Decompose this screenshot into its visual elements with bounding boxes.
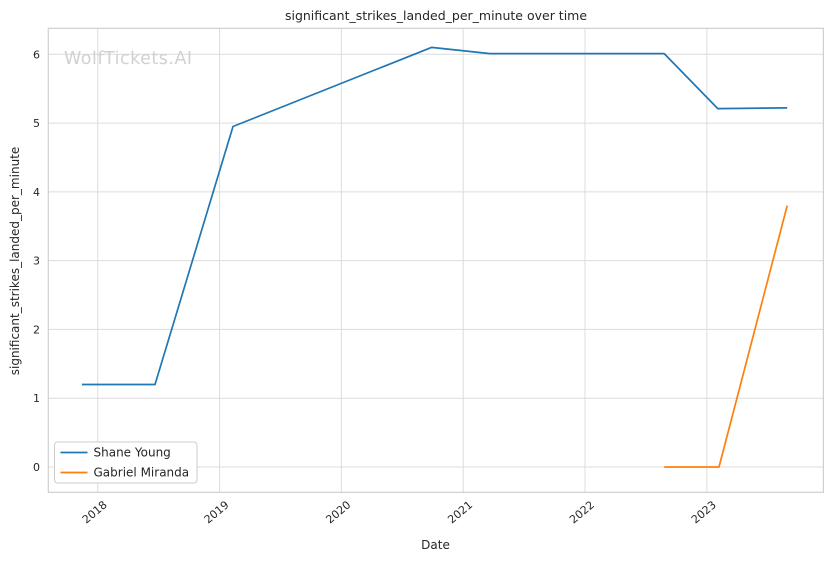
y-tick-label: 4 xyxy=(33,186,40,199)
x-tick-label: 2023 xyxy=(689,498,719,526)
plot-frame xyxy=(47,27,824,493)
legend-label-gabriel-miranda: Gabriel Miranda xyxy=(94,466,190,480)
legend: Shane Young Gabriel Miranda xyxy=(54,441,198,484)
legend-box xyxy=(54,441,198,484)
y-tick-label: 3 xyxy=(33,255,40,268)
x-axis-label: Date xyxy=(421,538,450,552)
y-tick-label: 6 xyxy=(33,48,40,61)
x-tick-label: 2019 xyxy=(202,498,232,526)
series-line-gabriel-miranda xyxy=(664,205,789,468)
x-tick-labels: 2018 2019 2020 2021 2022 2023 xyxy=(80,498,719,526)
y-tick-labels: 0 1 2 3 4 5 6 xyxy=(33,48,40,474)
chart-title: significant_strikes_landed_per_minute ov… xyxy=(285,8,587,23)
y-axis-label: significant_strikes_landed_per_minute xyxy=(8,147,22,376)
x-tick-label: 2022 xyxy=(567,498,597,526)
x-tick-label: 2018 xyxy=(80,498,110,526)
x-tick-label: 2020 xyxy=(324,498,354,526)
y-tick-label: 5 xyxy=(33,117,40,130)
y-tick-label: 0 xyxy=(33,461,40,474)
series-line-shane-young xyxy=(81,46,788,386)
legend-label-shane-young: Shane Young xyxy=(94,446,171,460)
x-tick-label: 2021 xyxy=(445,498,475,526)
series-lines xyxy=(81,46,789,468)
y-tick-label: 1 xyxy=(33,392,40,405)
watermark: WolfTickets.AI xyxy=(64,49,193,69)
y-tick-label: 2 xyxy=(33,323,40,336)
gridlines xyxy=(48,28,824,493)
